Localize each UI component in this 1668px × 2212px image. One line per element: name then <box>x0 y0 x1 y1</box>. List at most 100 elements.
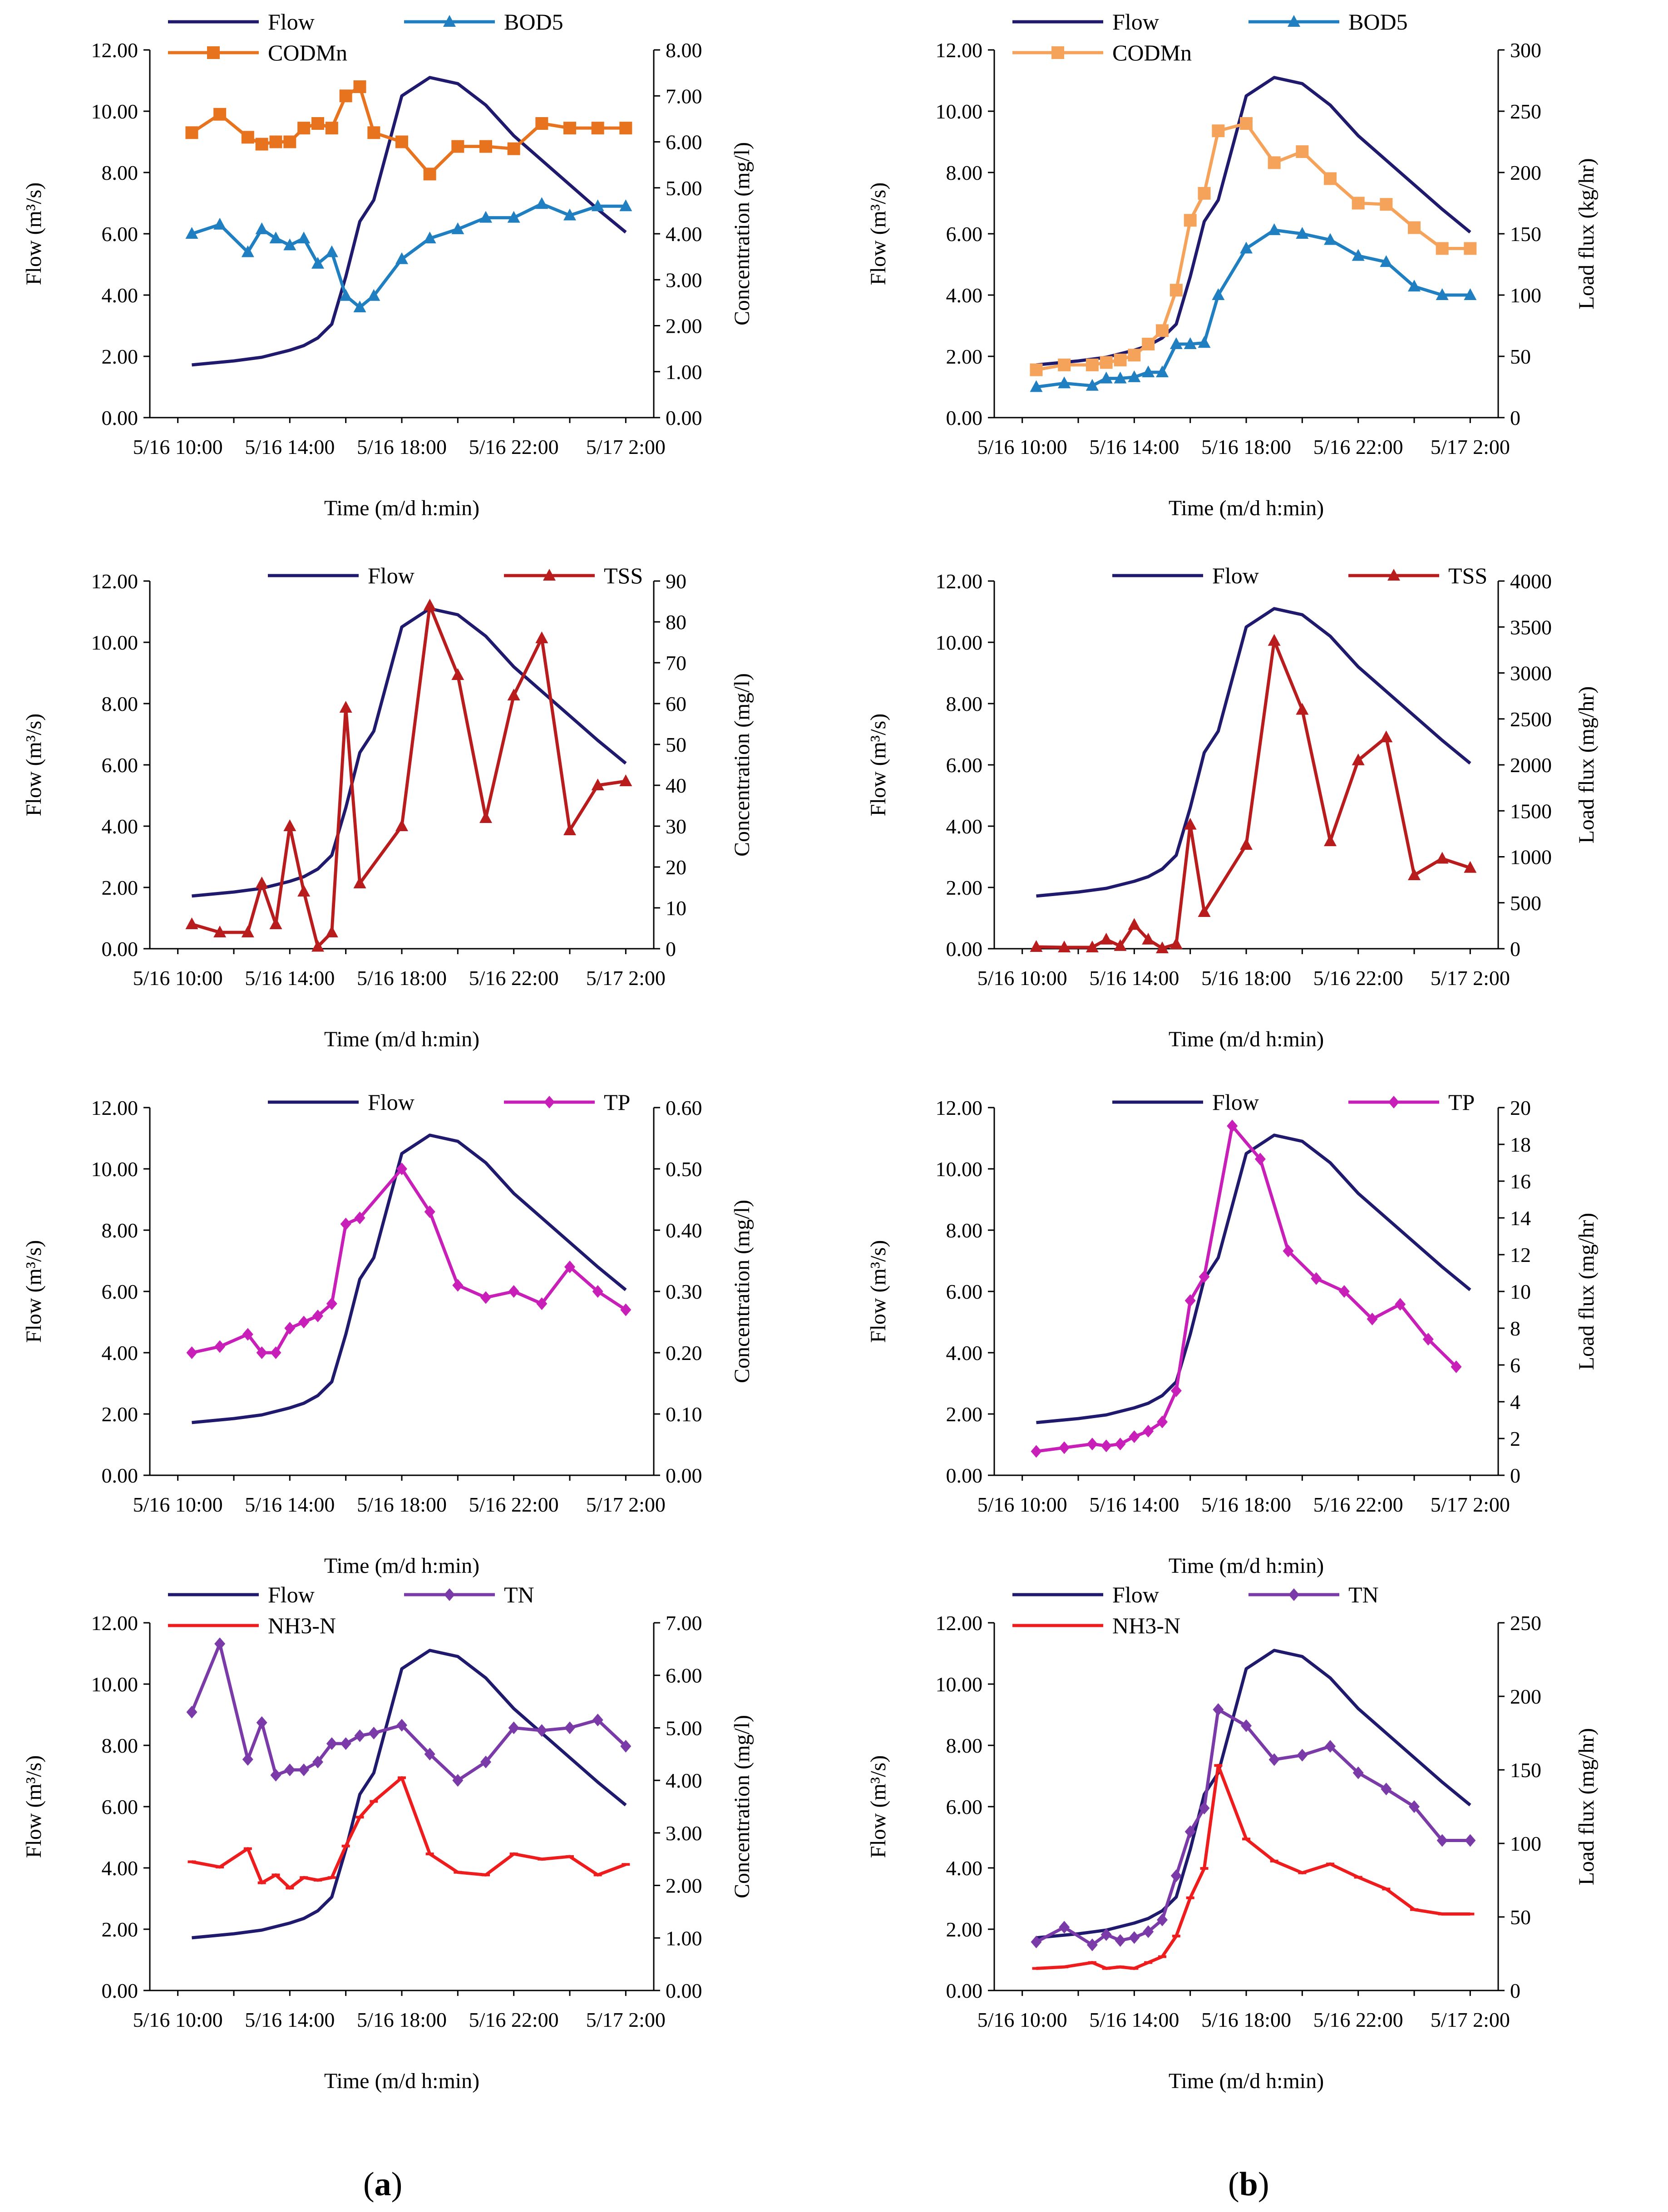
right-tick-label: 0.00 <box>666 1464 702 1487</box>
data-point-tss <box>241 926 254 937</box>
right-tick-label: 4.00 <box>666 222 702 246</box>
right-tick-label: 2500 <box>1510 708 1552 731</box>
data-point-tp <box>1184 1294 1196 1307</box>
data-point-tn <box>1086 1938 1098 1951</box>
data-point-codmn <box>479 140 492 153</box>
data-point-tss <box>1114 939 1127 951</box>
data-point-tp <box>564 1261 575 1273</box>
left-tick-label: 10.00 <box>91 1673 138 1696</box>
data-point-tn <box>1143 1925 1154 1938</box>
right-tick-label: 50 <box>1510 345 1531 368</box>
legend-marker <box>1288 15 1300 27</box>
data-point-tp <box>298 1315 310 1329</box>
data-point-tss <box>213 926 227 937</box>
x-tick-label: 5/16 18:00 <box>357 1493 447 1516</box>
data-point-tp <box>256 1346 267 1359</box>
data-point-tp <box>424 1205 435 1218</box>
data-point-nh3-n <box>1354 1876 1362 1879</box>
data-point-tp <box>1283 1244 1294 1257</box>
legend-label: BOD5 <box>504 9 563 34</box>
data-point-tp <box>1451 1360 1462 1374</box>
x-tick-label: 5/17 2:00 <box>1431 2008 1510 2031</box>
data-point-bod5 <box>213 217 227 230</box>
data-point-bod5 <box>1240 241 1253 254</box>
series-line-tss <box>1036 639 1471 950</box>
right-tick-label: 0 <box>1510 1979 1520 2002</box>
legend-label: Flow <box>1212 563 1259 588</box>
y2-axis-title: Load flux (mg/hr) <box>1574 686 1599 844</box>
left-tick-label: 6.00 <box>102 754 138 777</box>
left-tick-label: 4.00 <box>946 284 983 307</box>
data-point-codmn <box>1240 117 1253 130</box>
chart-a3: 0.00 2.00 4.00 6.00 8.00 10.00 12.00 0.00 0.10 0.… <box>22 1089 754 1578</box>
data-point-nh3-n <box>314 1879 322 1882</box>
x-tick-label: 5/16 18:00 <box>1201 435 1291 458</box>
data-point-nh3-n <box>1200 1867 1209 1870</box>
series-line-codmn <box>1036 122 1471 372</box>
data-point-tn <box>592 1714 603 1727</box>
legend-label: Flow <box>1112 1582 1159 1607</box>
x-tick-label: 5/16 14:00 <box>245 435 335 458</box>
legend-marker <box>1051 46 1064 59</box>
legend-label: TSS <box>604 563 643 588</box>
legend-marker <box>1054 1624 1062 1627</box>
data-point-codmn <box>1436 242 1449 255</box>
legend-label: Flow <box>368 563 415 588</box>
data-point-bod5 <box>1170 337 1183 349</box>
data-point-tp <box>186 1346 197 1359</box>
data-point-tn <box>1199 1802 1210 1815</box>
data-point-tss <box>185 917 198 929</box>
data-point-bod5 <box>283 238 296 251</box>
data-point-codmn <box>283 135 296 148</box>
left-tick-label: 12.00 <box>936 570 983 593</box>
x-tick-label: 5/16 10:00 <box>133 966 223 990</box>
y2-axis-title: Concentration (mg/l) <box>730 673 754 857</box>
right-tick-label: 0 <box>1510 1464 1520 1487</box>
data-point-bod5 <box>1114 371 1127 384</box>
data-point-tp <box>1115 1438 1126 1451</box>
panel-label-b: (b) <box>1228 2166 1269 2203</box>
data-point-tn <box>340 1737 351 1750</box>
data-point-tn <box>620 1739 632 1753</box>
data-point-codmn <box>213 108 227 121</box>
right-tick-label: 3.00 <box>666 1822 702 1845</box>
data-point-tp <box>326 1297 337 1310</box>
legend-marker <box>209 1624 217 1627</box>
left-tick-label: 10.00 <box>936 631 983 654</box>
right-tick-label: 1500 <box>1510 799 1552 823</box>
right-tick-label: 250 <box>1510 1611 1541 1635</box>
right-tick-label: 0.40 <box>666 1219 702 1242</box>
x-tick-label: 5/16 18:00 <box>1201 2008 1291 2031</box>
data-point-nh3-n <box>1116 1966 1125 1969</box>
right-tick-label: 200 <box>1510 161 1541 184</box>
data-point-tn <box>1381 1783 1392 1796</box>
left-tick-label: 10.00 <box>91 631 138 654</box>
legend-marker <box>544 1096 555 1108</box>
data-point-tn <box>368 1727 380 1739</box>
data-point-nh3-n <box>1382 1887 1391 1891</box>
x-tick-label: 5/16 14:00 <box>1089 2008 1179 2031</box>
data-point-nh3-n <box>398 1776 406 1779</box>
left-tick-label: 12.00 <box>936 1096 983 1119</box>
data-point-nh3-n <box>1102 1967 1110 1970</box>
right-tick-label: 8.00 <box>666 39 702 62</box>
data-point-tss <box>1058 940 1071 952</box>
data-point-bod5 <box>395 252 408 264</box>
right-tick-label: 12 <box>1510 1243 1531 1266</box>
data-point-codmn <box>1156 324 1169 337</box>
right-tick-label: 1000 <box>1510 846 1552 869</box>
right-tick-label: 50 <box>666 733 686 756</box>
data-point-tn <box>508 1721 519 1734</box>
right-tick-label: 4.00 <box>666 1769 702 1792</box>
data-point-tn <box>396 1719 407 1732</box>
right-tick-label: 4 <box>1510 1390 1520 1414</box>
x-tick-label: 5/16 18:00 <box>1201 1493 1291 1516</box>
data-point-codmn <box>619 122 632 135</box>
data-point-tss <box>339 701 352 713</box>
y-axis-title: Flow (m³/s) <box>22 182 46 285</box>
data-point-bod5 <box>1142 365 1155 378</box>
data-point-codmn <box>1142 338 1155 350</box>
data-point-codmn <box>367 126 380 139</box>
y-axis-title: Flow (m³/s) <box>22 1755 46 1858</box>
